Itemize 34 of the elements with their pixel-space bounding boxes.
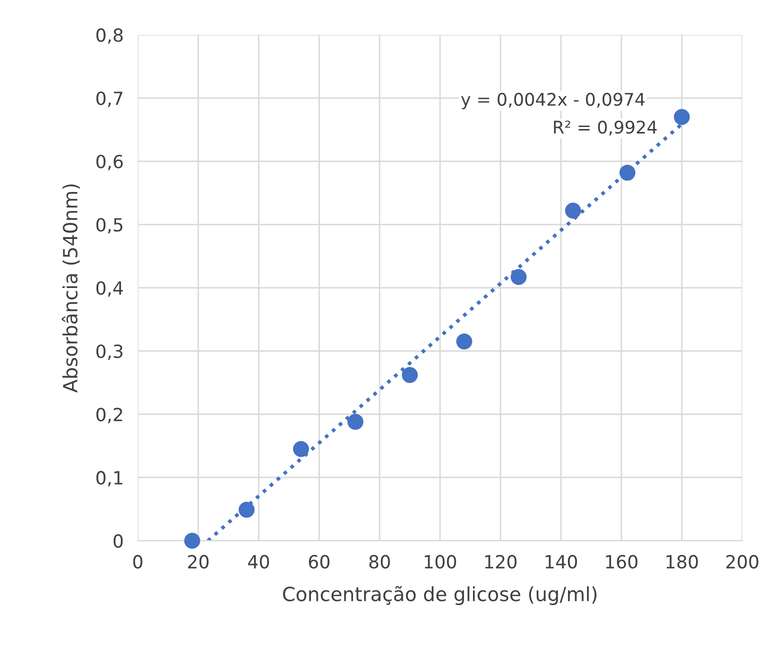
x-tick-label: 40 bbox=[248, 554, 269, 569]
x-tick-label: 140 bbox=[546, 554, 577, 569]
annotation: R² = 0,9924 bbox=[554, 120, 657, 136]
point bbox=[510, 269, 527, 285]
y-tick-label: 0,1 bbox=[96, 470, 122, 486]
point bbox=[565, 202, 582, 219]
point bbox=[293, 441, 309, 457]
y-tick-label: 0,2 bbox=[96, 408, 122, 424]
x-tick-label: 160 bbox=[606, 554, 638, 569]
y-tick-label: 0,8 bbox=[96, 28, 123, 44]
x-tick-label: 80 bbox=[369, 554, 390, 569]
y-tick-label: 0,6 bbox=[96, 154, 123, 170]
point bbox=[402, 367, 418, 384]
point bbox=[238, 502, 255, 518]
x-tick-label: 60 bbox=[308, 554, 330, 569]
x-tick-label: 20 bbox=[188, 554, 209, 569]
x-tick-label: 200 bbox=[726, 554, 758, 569]
point bbox=[347, 414, 364, 430]
x-tick-label: 100 bbox=[424, 554, 456, 569]
x-axis-title: Concentração de glicose (ug/ml) bbox=[283, 586, 596, 606]
y-tick-label: 0 bbox=[114, 534, 123, 548]
point bbox=[674, 109, 690, 126]
x-tick-label: 0 bbox=[133, 554, 142, 569]
point bbox=[184, 532, 200, 549]
point bbox=[456, 334, 472, 350]
annotation: y = 0,0042x - 0,0974 bbox=[461, 92, 645, 110]
x-tick-label: 180 bbox=[666, 554, 698, 569]
y-axis-title: Absorbância (540nm) bbox=[62, 184, 80, 393]
point bbox=[619, 164, 636, 181]
y-tick-label: 0,7 bbox=[96, 92, 122, 108]
x-tick-label: 120 bbox=[485, 554, 517, 569]
y-tick-label: 0,3 bbox=[96, 344, 122, 360]
y-tick-label: 0,5 bbox=[96, 218, 122, 234]
y-tick-label: 0,4 bbox=[96, 281, 123, 297]
